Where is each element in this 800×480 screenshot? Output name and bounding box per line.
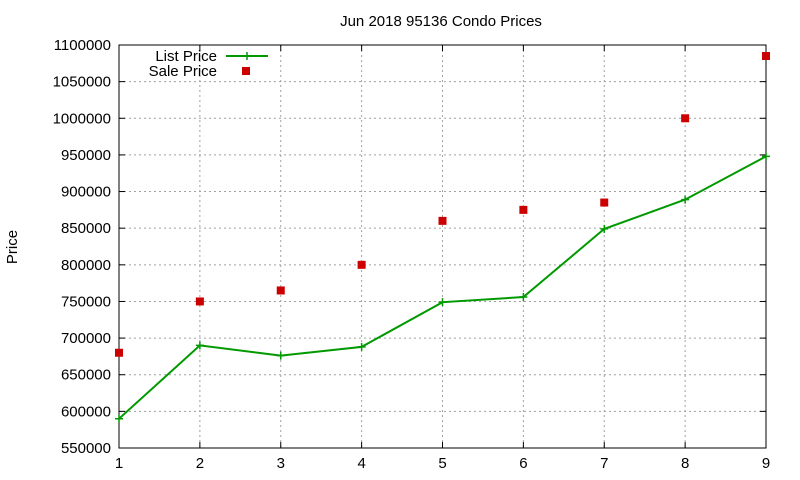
legend: List Price Sale Price: [149, 48, 268, 80]
sale-price-point: [600, 198, 609, 207]
sale-price-point: [276, 286, 285, 295]
x-tick-label: 1: [115, 455, 123, 472]
list-price-point: [195, 341, 204, 350]
chart-title: Jun 2018 95136 Condo Prices: [340, 13, 542, 30]
sale-price-point: [681, 114, 690, 123]
y-tick-label: 600000: [61, 403, 111, 420]
list-price-point: [438, 298, 447, 307]
x-tick-label: 8: [681, 455, 689, 472]
y-axis-label: Price: [4, 230, 21, 264]
sale-price-point: [357, 260, 366, 269]
y-tick-label: 900000: [61, 184, 111, 201]
legend-marker-sale-price: [242, 67, 250, 75]
series: [115, 51, 770, 423]
x-tick-label: 6: [519, 455, 527, 472]
x-tick-label: 5: [438, 455, 446, 472]
list-price-point: [519, 293, 528, 302]
y-tick-label: 800000: [61, 257, 111, 274]
sale-price-point: [438, 216, 447, 225]
y-tick-label: 1000000: [53, 110, 111, 127]
sale-price-point: [195, 297, 204, 306]
legend-label-list-price: List Price: [155, 48, 217, 65]
x-tick-label: 4: [357, 455, 365, 472]
x-tick-label: 7: [600, 455, 608, 472]
axis-ticks: 1 2 3 4 5 6 7 8 9 550000 600000 650000 700000 750000 8…: [53, 37, 771, 472]
list-price-point: [600, 224, 609, 233]
sale-price-point: [115, 348, 123, 357]
y-tick-label: 1100000: [54, 37, 111, 54]
y-tick-label: 700000: [61, 330, 111, 347]
sale-price-point: [762, 51, 770, 60]
sale-price-point: [519, 205, 528, 214]
x-tick-label: 2: [196, 455, 204, 472]
y-tick-label: 650000: [61, 367, 111, 384]
y-tick-label: 750000: [61, 293, 111, 310]
y-tick-label: 1050000: [53, 74, 111, 91]
list-price-point: [276, 351, 285, 360]
y-tick-label: 950000: [61, 147, 111, 164]
x-tick-label: 3: [277, 455, 285, 472]
legend-marker-list-price: [243, 52, 251, 60]
grid-lines: [119, 45, 766, 448]
x-tick-label: 9: [762, 455, 770, 472]
list-price-point: [115, 414, 123, 423]
y-tick-label: 550000: [61, 440, 111, 457]
y-tick-label: 850000: [61, 220, 111, 237]
legend-label-sale-price: Sale Price: [149, 63, 217, 80]
list-price-point: [357, 342, 366, 351]
list-price-point: [762, 152, 770, 161]
list-price-point: [681, 195, 690, 204]
